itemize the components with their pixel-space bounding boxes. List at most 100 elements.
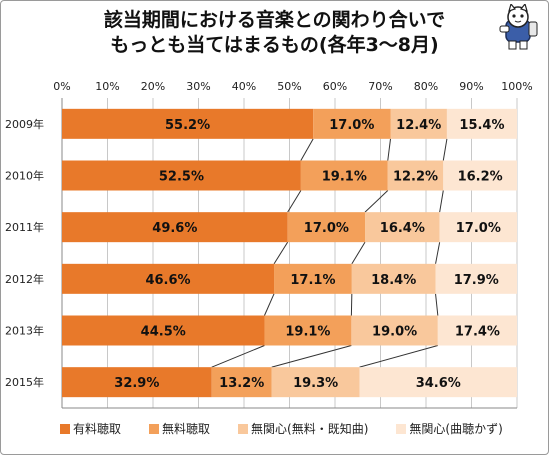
series-connector-line: [300, 138, 314, 161]
bar-segment: [439, 212, 517, 243]
legend-swatch: [60, 423, 70, 434]
data-label: 15.4%: [459, 118, 504, 133]
data-label: 52.5%: [159, 170, 204, 185]
legend-item: 無料聴取: [149, 420, 210, 437]
data-label: 17.0%: [456, 221, 501, 236]
data-label: 44.5%: [141, 325, 186, 340]
series-connector-line: [364, 190, 389, 213]
x-tick-label: 50%: [277, 80, 301, 93]
legend-item: 無関心(曲聴かず): [396, 420, 503, 437]
bar-segment: [437, 315, 517, 346]
bar-segment: [62, 263, 275, 294]
connector-lines: [211, 138, 448, 368]
data-label: 55.2%: [165, 118, 210, 133]
data-label: 12.4%: [396, 118, 441, 133]
category-label: 2013年: [5, 324, 44, 338]
bar-segment: [390, 108, 447, 139]
series-connector-line: [439, 190, 444, 213]
data-label: 46.6%: [145, 273, 190, 288]
data-label: 32.9%: [114, 376, 159, 391]
x-tick-label: 80%: [414, 80, 438, 93]
legend-swatch: [396, 423, 407, 434]
bar-segment: [211, 367, 272, 398]
bar-segment: [313, 108, 391, 139]
data-label: 12.2%: [393, 170, 438, 185]
x-tick-label: 0%: [53, 80, 70, 93]
data-label: 49.6%: [152, 221, 197, 236]
bar-segment: [274, 263, 352, 294]
x-tick-label: 40%: [232, 80, 256, 93]
series-connector-line: [287, 190, 302, 213]
legend-label: 無料聴取: [162, 422, 211, 436]
bar-segment: [62, 315, 265, 346]
x-axis-ticks: 0% 10% 20% 30% 40% 50% 60% 70% 80% 90% 100%: [53, 80, 532, 93]
series-connector-line: [359, 345, 438, 368]
mascot-cat-icon: [499, 4, 538, 50]
data-label: 17.4%: [455, 325, 500, 340]
category-label: 2012年: [5, 272, 44, 286]
y-axis-categories: 2009年 2010年 2011年 2012年 2013年 2015年: [5, 117, 44, 389]
category-label: 2015年: [5, 375, 44, 389]
data-label: 17.1%: [290, 273, 335, 288]
data-label: 19.1%: [322, 170, 367, 185]
x-tick-label: 10%: [95, 80, 119, 93]
x-tick-label: 90%: [459, 80, 483, 93]
bars: [62, 108, 517, 398]
legend-label: 有料聴取: [73, 422, 122, 436]
chart-title-line-1: 該当期間における音楽との関わり合いで: [103, 9, 446, 31]
gridlines: [61, 98, 518, 409]
series-connector-line: [387, 138, 392, 161]
legend-swatch: [238, 423, 249, 434]
category-label: 2011年: [5, 220, 44, 234]
legend: 有料聴取 無料聴取 無関心(無料・既知曲) 無関心(曲聴かず): [60, 420, 531, 437]
legend-item: 無関心(無料・既知曲): [238, 420, 368, 437]
x-tick-label: 60%: [323, 80, 347, 93]
bar-segment: [443, 160, 517, 191]
legend-label: 無関心(無料・既知曲): [251, 422, 369, 436]
bar-segment: [365, 212, 440, 243]
bar-segment: [300, 160, 388, 191]
bar-segment: [62, 212, 288, 243]
legend-label: 無関心(曲聴かず): [409, 422, 503, 436]
bar-segment: [271, 367, 360, 398]
series-connector-line: [273, 241, 289, 265]
series-connector-line: [271, 345, 352, 368]
x-tick-label: 70%: [368, 80, 392, 93]
bar-segment: [387, 160, 444, 191]
category-label: 2009年: [5, 117, 44, 131]
chart-title: 該当期間における音楽との関わり合いで もっとも当てはまるもの(各年3～8月): [0, 8, 549, 58]
bar-segment: [62, 367, 212, 398]
legend-item: 有料聴取: [60, 420, 121, 437]
data-label: 16.4%: [380, 221, 425, 236]
data-label: 19.3%: [293, 376, 338, 391]
data-label: 16.2%: [458, 170, 503, 185]
category-label: 2010年: [5, 169, 44, 183]
data-label: 17.0%: [329, 118, 374, 133]
bar-segment: [264, 315, 352, 346]
bar-segment: [62, 160, 301, 191]
data-label: 17.9%: [454, 273, 499, 288]
data-label: 34.6%: [416, 376, 461, 391]
x-tick-label: 100%: [501, 80, 532, 93]
bar-segment: [351, 263, 436, 294]
bar-segment: [287, 212, 366, 243]
data-label: 18.4%: [371, 273, 416, 288]
bar-segment: [351, 315, 438, 346]
legend-swatch: [149, 423, 160, 434]
x-tick-label: 20%: [141, 80, 165, 93]
data-labels: 55.2% 17.0% 12.4% 15.4% 52.5% 19.1% 12.2% 16.2%…: [114, 118, 504, 391]
bar-segment: [359, 367, 517, 398]
series-connector-line: [211, 345, 265, 368]
series-connector-line: [351, 241, 366, 265]
series-connector-line: [442, 138, 448, 161]
x-tick-label: 30%: [186, 80, 210, 93]
data-label: 19.1%: [285, 325, 330, 340]
bar-segment: [446, 108, 517, 139]
data-label: 19.0%: [372, 325, 417, 340]
data-label: 13.2%: [219, 376, 264, 391]
data-label: 17.0%: [304, 221, 349, 236]
chart-title-line-2: もっとも当てはまるもの(各年3～8月): [110, 34, 439, 56]
series-connector-line: [435, 242, 441, 264]
series-connector-line: [264, 293, 275, 316]
